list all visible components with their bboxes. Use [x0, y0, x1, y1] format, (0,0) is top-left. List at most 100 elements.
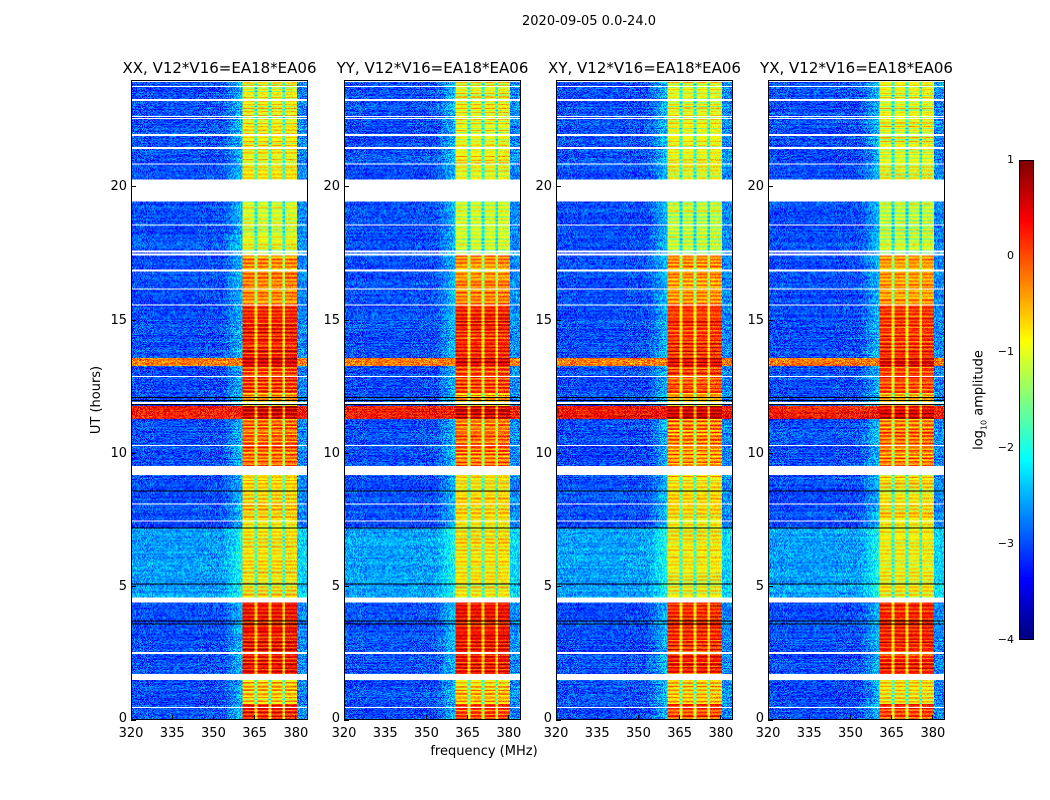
x-tick-label: 380	[283, 726, 309, 741]
y-tick-mark	[768, 586, 773, 588]
y-tick-label: 15	[110, 312, 127, 328]
x-tick-label: 350	[626, 726, 651, 741]
x-tick-mark	[384, 715, 386, 720]
x-tick-mark	[637, 715, 639, 720]
y-tick-label: 20	[323, 179, 340, 195]
x-tick-label: 365	[242, 726, 268, 741]
colorbar-tick-label: 1	[1007, 153, 1014, 166]
x-tick-mark	[555, 715, 557, 720]
x-tick-mark	[808, 715, 810, 720]
y-tick-mark	[556, 719, 561, 721]
x-tick-label: 320	[331, 726, 357, 741]
heatmap-panel	[131, 80, 308, 720]
y-tick-label: 0	[331, 711, 340, 726]
x-tick-mark	[467, 715, 469, 720]
x-tick-mark	[508, 715, 510, 720]
y-tick-label: 5	[331, 579, 340, 595]
x-tick-mark	[130, 715, 132, 720]
colorbar-label-log: log	[971, 430, 987, 450]
y-tick-mark	[768, 452, 773, 454]
y-tick-label: 15	[747, 312, 764, 328]
x-tick-label: 365	[879, 726, 905, 741]
panel-title: YY, V12*V16=EA18*EA06	[336, 59, 529, 77]
x-tick-label: 335	[159, 726, 185, 741]
y-tick-mark	[344, 719, 349, 721]
y-tick-mark	[344, 319, 349, 321]
x-tick-mark	[932, 715, 934, 720]
x-tick-mark	[596, 715, 598, 720]
x-tick-label: 350	[838, 726, 863, 741]
x-tick-label: 320	[543, 726, 569, 741]
colorbar-tick-label: −1	[997, 345, 1014, 358]
panel-title: XX, V12*V16=EA18*EA06	[122, 59, 317, 77]
y-tick-label: 20	[535, 179, 552, 195]
x-tick-mark	[891, 715, 893, 720]
colorbar-label-text: amplitude	[971, 350, 987, 420]
y-tick-mark	[131, 186, 136, 188]
y-tick-mark	[344, 452, 349, 454]
y-tick-mark	[556, 319, 561, 321]
heatmap-panel	[344, 80, 521, 720]
figure-title: 2020-09-05 0.0-24.0	[522, 14, 656, 29]
y-tick-mark	[556, 586, 561, 588]
y-tick-label: 15	[535, 312, 552, 328]
y-tick-mark	[344, 586, 349, 588]
colorbar-label: log10 amplitude	[971, 350, 992, 450]
x-tick-label: 350	[414, 726, 439, 741]
colorbar-tick-label: −3	[997, 537, 1014, 550]
y-tick-label: 5	[755, 579, 764, 595]
y-tick-label: 15	[323, 312, 340, 328]
x-tick-label: 320	[118, 726, 144, 741]
x-tick-label: 365	[667, 726, 693, 741]
x-tick-mark	[212, 715, 214, 720]
x-tick-label: 365	[455, 726, 481, 741]
y-tick-label: 20	[110, 179, 127, 195]
y-tick-mark	[556, 186, 561, 188]
y-tick-label: 5	[543, 579, 552, 595]
y-tick-label: 20	[747, 179, 764, 195]
x-tick-mark	[849, 715, 851, 720]
x-tick-mark	[171, 715, 173, 720]
colorbar	[1019, 160, 1034, 640]
y-tick-label: 0	[755, 711, 764, 726]
x-tick-mark	[343, 715, 345, 720]
y-tick-label: 10	[535, 445, 552, 461]
y-tick-label: 0	[543, 711, 552, 726]
x-tick-mark	[425, 715, 427, 720]
x-tick-label: 380	[920, 726, 946, 741]
colorbar-label-sub: 10	[979, 419, 989, 431]
y-tick-mark	[131, 452, 136, 454]
y-tick-mark	[768, 186, 773, 188]
x-tick-label: 380	[496, 726, 522, 741]
x-tick-label: 380	[708, 726, 734, 741]
x-tick-mark	[767, 715, 769, 720]
y-tick-mark	[556, 452, 561, 454]
x-tick-label: 335	[796, 726, 822, 741]
y-tick-mark	[768, 719, 773, 721]
colorbar-tick-label: −4	[997, 633, 1014, 646]
heatmap-panel	[768, 80, 945, 720]
y-tick-mark	[131, 586, 136, 588]
x-tick-label: 335	[584, 726, 610, 741]
y-tick-mark	[768, 319, 773, 321]
heatmap-panel	[556, 80, 733, 720]
panel-title: XY, V12*V16=EA18*EA06	[548, 59, 741, 77]
y-tick-label: 10	[747, 445, 764, 461]
x-tick-mark	[295, 715, 297, 720]
y-tick-label: 5	[118, 579, 127, 595]
x-axis-label: frequency (MHz)	[430, 744, 538, 759]
colorbar-tick-label: 0	[1007, 249, 1014, 262]
y-tick-mark	[344, 186, 349, 188]
y-tick-label: 10	[323, 445, 340, 461]
y-axis-label: UT (hours)	[89, 365, 104, 435]
x-tick-label: 350	[201, 726, 226, 741]
x-tick-mark	[679, 715, 681, 720]
x-tick-label: 320	[755, 726, 781, 741]
x-tick-mark	[720, 715, 722, 720]
y-tick-label: 0	[118, 711, 127, 726]
y-tick-mark	[131, 319, 136, 321]
x-tick-mark	[254, 715, 256, 720]
x-tick-label: 335	[372, 726, 398, 741]
y-tick-mark	[131, 719, 136, 721]
panel-title: YX, V12*V16=EA18*EA06	[760, 59, 953, 77]
